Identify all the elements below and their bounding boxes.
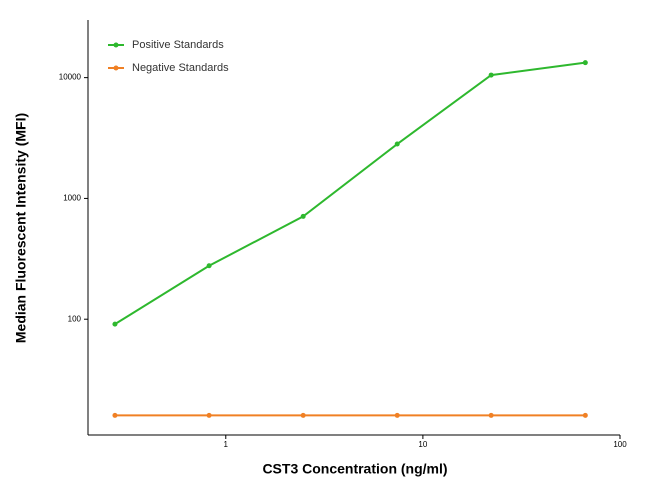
- legend-label: Negative Standards: [132, 62, 229, 74]
- data-point: [206, 263, 212, 269]
- x-tick-label: 100: [613, 440, 627, 449]
- data-point: [112, 321, 118, 327]
- data-point: [300, 412, 306, 418]
- y-tick-label: 1000: [63, 194, 81, 203]
- series-line: [114, 61, 586, 326]
- y-axis-title: Median Fluorescent Intensity (MFI): [13, 113, 29, 343]
- x-axis-title: CST3 Concentration (ng/ml): [262, 461, 447, 477]
- legend-marker: [113, 42, 119, 48]
- y-tick-label: 100: [68, 314, 82, 323]
- x-tick-label: 10: [418, 440, 427, 449]
- x-tick-label: 1: [224, 440, 229, 449]
- legend-label: Positive Standards: [132, 39, 224, 51]
- legend-marker: [113, 65, 119, 71]
- data-point: [582, 60, 588, 66]
- data-point: [488, 72, 494, 78]
- data-point: [112, 412, 118, 418]
- data-point: [300, 213, 306, 219]
- data-point: [488, 412, 494, 418]
- data-point: [394, 412, 400, 418]
- data-point: [206, 412, 212, 418]
- y-tick-label: 10000: [59, 73, 82, 82]
- data-point: [394, 141, 400, 147]
- data-point: [582, 412, 588, 418]
